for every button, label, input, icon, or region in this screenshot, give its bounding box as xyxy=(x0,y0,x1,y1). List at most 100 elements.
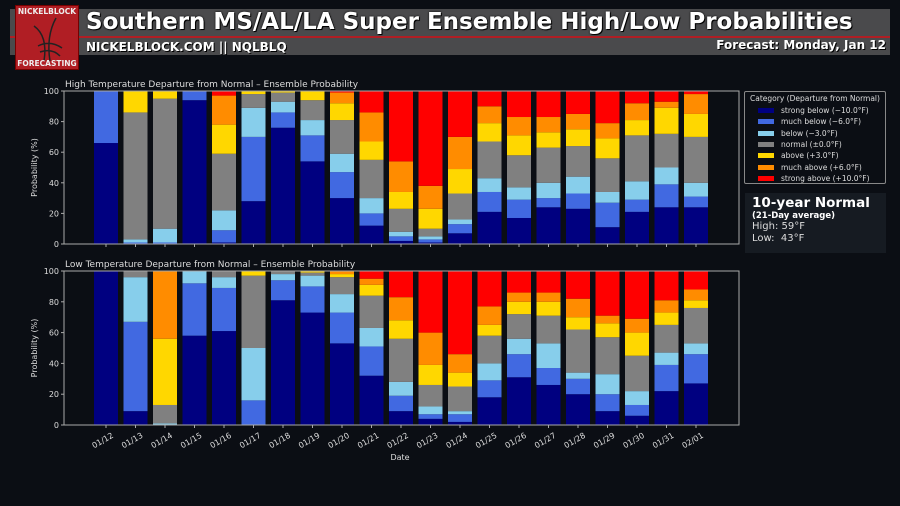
plot-frame xyxy=(63,270,740,426)
bar-segment-strong-below xyxy=(182,335,207,425)
x-tick-label: 01/12 xyxy=(91,431,115,450)
bar-segment-much-above xyxy=(477,306,502,325)
legend-swatch xyxy=(758,164,774,170)
bar-segment-much-below xyxy=(448,414,472,422)
bar-segment-normal xyxy=(123,112,148,240)
bar-segment-much-below xyxy=(359,213,384,226)
bar-segment-strong-above xyxy=(448,91,472,137)
bar-segment-strong-below xyxy=(330,198,354,244)
bar-segment-strong-below xyxy=(359,375,384,425)
x-tick-label: 01/31 xyxy=(651,431,675,450)
bar-segment-normal xyxy=(507,314,531,339)
bar-segment-much-above xyxy=(595,315,620,324)
bar-segment-normal xyxy=(359,295,384,328)
bar-segment-normal xyxy=(625,135,649,182)
bar-segment-normal xyxy=(359,159,384,199)
bar-segment-much-below xyxy=(300,135,325,162)
bar-segment-much-below xyxy=(300,286,325,313)
bar-segment-above xyxy=(389,191,413,209)
bar-segment-strong-above xyxy=(625,271,649,319)
legend-label: strong above (+10.0°F) xyxy=(781,173,870,183)
bar-segment-strong-below xyxy=(182,100,207,245)
x-tick-label: 01/24 xyxy=(445,431,469,450)
y-tick-label: 60 xyxy=(49,148,59,157)
normals-subtitle: (21-Day average) xyxy=(752,211,835,221)
y-tick-label: 80 xyxy=(49,298,59,307)
x-tick-label: 02/01 xyxy=(681,431,705,450)
bar-segment-below xyxy=(536,343,561,369)
bar-segment-normal xyxy=(271,92,295,102)
bar-segment-above xyxy=(300,91,325,101)
bar-segment-much-above xyxy=(684,94,708,114)
bar-segment-much-above xyxy=(477,106,502,124)
bar-segment-above xyxy=(241,91,266,95)
plot-frame xyxy=(63,90,740,245)
bar-segment-normal xyxy=(271,271,295,275)
bar-segment-much-below xyxy=(182,91,207,101)
x-tick-label: 01/23 xyxy=(415,431,439,450)
bar-segment-below xyxy=(536,182,561,199)
bar-segment-below xyxy=(182,271,207,284)
bar-segment-normal xyxy=(418,384,443,407)
bar-segment-below xyxy=(654,167,679,185)
x-tick-label: 01/20 xyxy=(327,431,351,450)
bar-segment-much-below xyxy=(94,91,118,144)
bar-segment-much-below xyxy=(123,242,148,244)
bar-segment-strong-above xyxy=(448,271,472,355)
normal-high: High: 59°F xyxy=(752,221,806,232)
bar-segment-below xyxy=(566,372,590,379)
bar-segment-below xyxy=(625,181,649,200)
bar-segment-strong-above xyxy=(330,91,354,93)
bar-segment-below xyxy=(595,374,620,395)
bar-segment-much-below xyxy=(271,112,295,128)
bar-segment-below xyxy=(684,182,708,197)
bar-segment-much-above xyxy=(507,117,531,136)
bar-segment-strong-below xyxy=(359,225,384,244)
bar-segment-normal xyxy=(123,271,148,278)
legend-title: Category (Departure from Normal) xyxy=(750,94,880,103)
bar-segment-much-below xyxy=(212,287,236,332)
bar-segment-above xyxy=(153,338,177,405)
x-tick-label: 01/15 xyxy=(179,431,203,450)
bar-segment-much-below xyxy=(123,321,148,412)
bar-segment-strong-below xyxy=(389,411,413,425)
legend-swatch xyxy=(758,153,774,159)
bar-segment-much-below xyxy=(595,202,620,228)
chart-title: Low Temperature Departure from Normal – … xyxy=(65,260,356,270)
y-tick-label: 40 xyxy=(49,359,59,368)
legend-swatch xyxy=(758,175,774,181)
bar-segment-normal xyxy=(153,404,177,424)
y-tick-label: 100 xyxy=(44,87,59,96)
bar-segment-strong-below xyxy=(536,384,561,425)
bar-segment-much-above xyxy=(566,113,590,130)
bar-segment-strong-below xyxy=(448,421,472,425)
bar-segment-much-above xyxy=(536,117,561,133)
x-tick-label: 01/13 xyxy=(120,431,144,450)
legend-label: below (−3.0°F) xyxy=(781,128,838,138)
bar-segment-above xyxy=(625,332,649,356)
bar-segment-much-below xyxy=(212,230,236,243)
x-tick-label: 01/26 xyxy=(504,431,528,450)
bar-segment-above xyxy=(595,323,620,338)
bar-segment-strong-above xyxy=(654,271,679,301)
bar-segment-much-below xyxy=(507,199,531,218)
x-tick-label: 01/22 xyxy=(386,431,410,450)
bar-segment-below xyxy=(300,275,325,287)
bar-segment-much-above xyxy=(654,300,679,313)
bar-segment-strong-below xyxy=(330,343,354,425)
bar-segment-strong-below xyxy=(241,201,266,244)
bar-segment-normal xyxy=(389,338,413,382)
bar-segment-strong-above xyxy=(477,271,502,307)
legend-label: much above (+6.0°F) xyxy=(781,162,862,172)
bar-segment-strong-below xyxy=(389,240,413,244)
bar-segment-above xyxy=(300,271,325,273)
legend-item: much below (−6.0°F) xyxy=(749,116,881,127)
bar-segment-normal xyxy=(625,355,649,392)
bar-segment-much-below xyxy=(477,380,502,398)
bar-segment-strong-below xyxy=(123,411,148,425)
bar-segment-much-below xyxy=(153,242,177,244)
x-tick-label: 01/30 xyxy=(622,431,646,450)
x-tick-label: 01/17 xyxy=(238,431,262,450)
bar-segment-below xyxy=(625,391,649,405)
bar-segment-strong-above xyxy=(359,271,384,279)
